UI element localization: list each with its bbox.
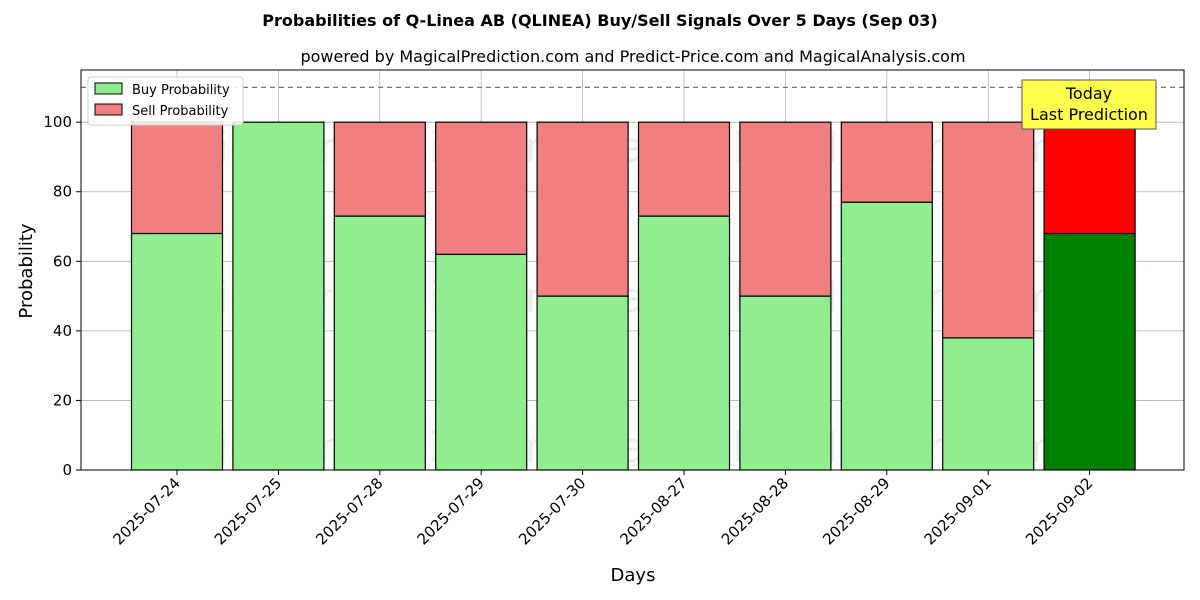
today-annotation-box bbox=[1021, 79, 1157, 130]
x-axis-label: Days bbox=[611, 565, 656, 586]
x-tick-label: 2025-07-29 bbox=[414, 474, 488, 548]
y-tick-label: 100 bbox=[43, 113, 72, 131]
y-axis-ticks: 0 20 40 60 80 100 bbox=[43, 113, 81, 479]
y-tick-label: 40 bbox=[53, 322, 72, 340]
legend-buy-swatch bbox=[94, 82, 123, 95]
today-annotation-line-2: Last Prediction bbox=[1030, 105, 1148, 124]
x-tick-label: 2025-07-25 bbox=[211, 474, 285, 548]
y-axis-label: Probability bbox=[16, 223, 37, 318]
sell-bar bbox=[333, 121, 426, 217]
buy-bar bbox=[1043, 232, 1136, 471]
sell-bar bbox=[435, 121, 528, 255]
y-tick-label: 80 bbox=[53, 183, 72, 201]
sell-bar bbox=[536, 121, 629, 297]
sell-bar bbox=[840, 121, 933, 203]
x-tick-label: 2025-08-27 bbox=[616, 474, 690, 548]
y-tick-label: 20 bbox=[53, 391, 72, 409]
buy-bar bbox=[637, 215, 731, 471]
x-tick-label: 2025-08-28 bbox=[718, 474, 792, 548]
sell-bar bbox=[130, 121, 224, 235]
y-tick-label: 0 bbox=[62, 461, 72, 479]
legend: Buy Probability Sell Probability bbox=[87, 76, 244, 126]
buy-bar bbox=[536, 295, 629, 471]
buy-bar bbox=[942, 337, 1035, 471]
bars-layer bbox=[130, 121, 1136, 471]
legend-buy-label: Buy Probability bbox=[132, 83, 230, 98]
x-tick-label: 2025-09-02 bbox=[1022, 474, 1096, 548]
buy-bar bbox=[435, 253, 528, 471]
today-annotation: Today Last Prediction bbox=[1021, 79, 1157, 130]
legend-sell-swatch bbox=[94, 103, 123, 116]
x-tick-label: 2025-09-01 bbox=[921, 474, 995, 548]
legend-sell-label: Sell Probability bbox=[132, 104, 229, 119]
sell-bar bbox=[739, 121, 832, 297]
y-tick-label: 60 bbox=[53, 252, 72, 270]
x-tick-label: 2025-07-30 bbox=[515, 474, 589, 548]
legend-box bbox=[87, 76, 244, 126]
x-tick-label: 2025-08-29 bbox=[819, 474, 893, 548]
sell-bar bbox=[637, 121, 731, 217]
sell-bar bbox=[942, 121, 1035, 339]
buy-bar bbox=[739, 295, 832, 471]
buy-bar bbox=[840, 201, 933, 471]
buy-bar bbox=[333, 215, 426, 471]
x-tick-label: 2025-07-28 bbox=[312, 474, 386, 548]
chart-subtitle: powered by MagicalPrediction.com and Pre… bbox=[300, 47, 965, 66]
today-annotation-line-1: Today bbox=[1065, 84, 1112, 103]
plot-frame bbox=[80, 69, 1185, 471]
buy-bar bbox=[232, 121, 325, 471]
sell-bar bbox=[1043, 121, 1136, 235]
x-axis-ticks: 2025-07-24 2025-07-25 2025-07-28 2025-07-29… bbox=[109, 470, 1096, 548]
buy-bar bbox=[130, 232, 224, 471]
chart-title: Probabilities of Q-Linea AB (QLINEA) Buy… bbox=[262, 11, 937, 30]
x-tick-label: 2025-07-24 bbox=[109, 474, 183, 548]
